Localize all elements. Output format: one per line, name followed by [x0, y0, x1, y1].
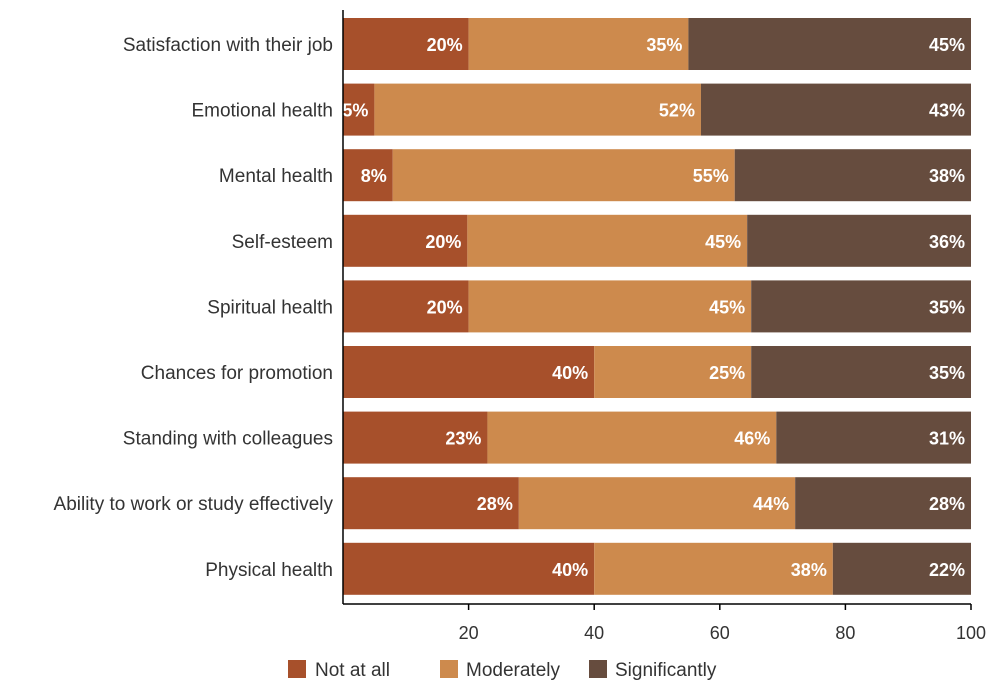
value-label: 43% [929, 101, 965, 121]
value-label: 40% [552, 560, 588, 580]
bar-segment [518, 477, 796, 530]
category-label: Physical health [205, 560, 333, 581]
value-label: 8% [361, 166, 387, 186]
x-tick-label: 40 [584, 623, 604, 643]
bar-segment [343, 83, 375, 136]
bar-segment [467, 214, 748, 267]
bar-segment [468, 18, 689, 70]
value-label: 28% [929, 494, 965, 514]
value-label: 38% [791, 560, 827, 580]
bar-segment [392, 149, 735, 202]
bar-segment [594, 542, 833, 595]
category-label: Chances for promotion [141, 363, 333, 384]
value-label: 45% [705, 232, 741, 252]
bars-layer [343, 18, 971, 595]
x-tick-label: 100 [956, 623, 986, 643]
legend-label: Significantly [615, 660, 717, 681]
legend-swatch [440, 660, 458, 678]
x-tick-label: 80 [835, 623, 855, 643]
bar-segment [795, 477, 971, 530]
bar-segment [343, 411, 488, 464]
category-label: Spiritual health [207, 297, 333, 318]
category-label: Standing with colleagues [123, 429, 333, 450]
bar-segment [468, 280, 752, 333]
bar-segment [594, 346, 752, 398]
bar-segment [734, 149, 971, 202]
value-label: 40% [552, 363, 588, 383]
bar-segment [832, 542, 971, 595]
value-label: 20% [427, 35, 463, 55]
value-label: 45% [709, 297, 745, 317]
bar-segment [343, 346, 595, 398]
legend-label: Not at all [315, 660, 390, 681]
bar-segment [343, 214, 468, 267]
bar-segment [343, 280, 469, 333]
legend-label: Moderately [466, 660, 560, 681]
bar-segment [487, 411, 777, 464]
value-label: 55% [693, 166, 729, 186]
value-label: 44% [753, 494, 789, 514]
value-label: 35% [929, 297, 965, 317]
bar-segment [343, 18, 469, 70]
category-labels-layer: Satisfaction with their job Emotional hea… [54, 35, 334, 581]
legend: Not at all Moderately Significantly [288, 660, 717, 681]
category-label: Satisfaction with their job [123, 35, 333, 56]
category-label: Self-esteem [232, 232, 333, 253]
bar-segment [343, 149, 393, 202]
value-labels-layer: 20% 35% 45% 5% 52% 43% 8% 55% 38% 20% 45% 36% 20% 45%… [342, 35, 965, 580]
value-label: 35% [646, 35, 682, 55]
category-label: Ability to work or study effectively [54, 494, 334, 515]
value-label: 22% [929, 560, 965, 580]
bar-segment [751, 346, 971, 398]
category-label: Emotional health [191, 101, 333, 122]
bar-segment [374, 83, 701, 136]
bar-segment [343, 477, 519, 530]
value-label: 36% [929, 232, 965, 252]
value-label: 46% [734, 429, 770, 449]
value-label: 23% [445, 429, 481, 449]
axes-layer: 20 40 60 80 100 [342, 10, 986, 643]
x-tick-label: 20 [459, 623, 479, 643]
value-label: 28% [477, 494, 513, 514]
value-label: 52% [659, 101, 695, 121]
value-label: 45% [929, 35, 965, 55]
category-label: Mental health [219, 166, 333, 187]
bar-segment [747, 214, 971, 267]
legend-swatch [288, 660, 306, 678]
bar-segment [700, 83, 971, 136]
legend-swatch [589, 660, 607, 678]
value-label: 20% [427, 297, 463, 317]
value-label: 38% [929, 166, 965, 186]
value-label: 35% [929, 363, 965, 383]
bar-segment [776, 411, 971, 464]
x-tick-label: 60 [710, 623, 730, 643]
value-label: 20% [425, 232, 461, 252]
value-label: 25% [709, 363, 745, 383]
value-label: 5% [342, 101, 368, 121]
bar-segment [688, 18, 971, 70]
bar-segment [343, 542, 595, 595]
value-label: 31% [929, 429, 965, 449]
bar-segment [751, 280, 971, 333]
